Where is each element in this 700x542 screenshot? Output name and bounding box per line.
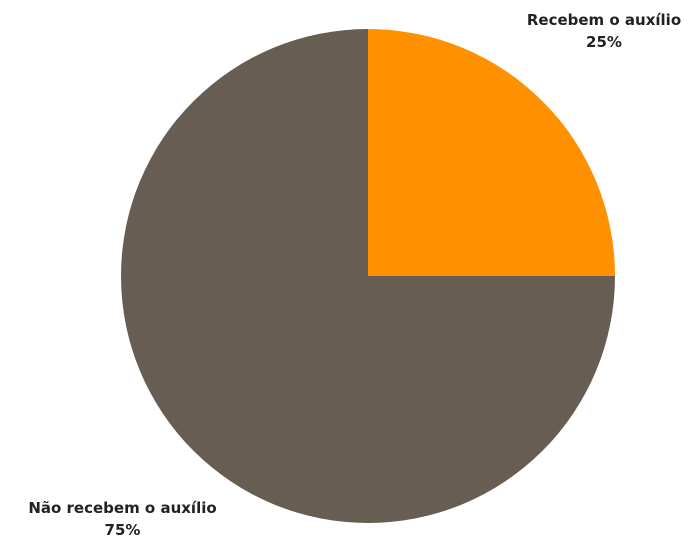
- slice-label-nao-recebem-name: Não recebem o auxílio: [28, 499, 217, 517]
- slice-label-recebem-name: Recebem o auxílio: [526, 11, 682, 29]
- slice-label-recebem: Recebem o auxílio 25%: [508, 9, 700, 53]
- slice-label-recebem-percent: 25%: [586, 33, 622, 51]
- slice-label-nao-recebem: Não recebem o auxílio 75%: [0, 497, 245, 541]
- slice-nao-recebem: [121, 29, 615, 523]
- slice-label-nao-recebem-percent: 75%: [104, 521, 141, 539]
- slice-recebem: [368, 29, 615, 276]
- pie-slices: [121, 29, 615, 523]
